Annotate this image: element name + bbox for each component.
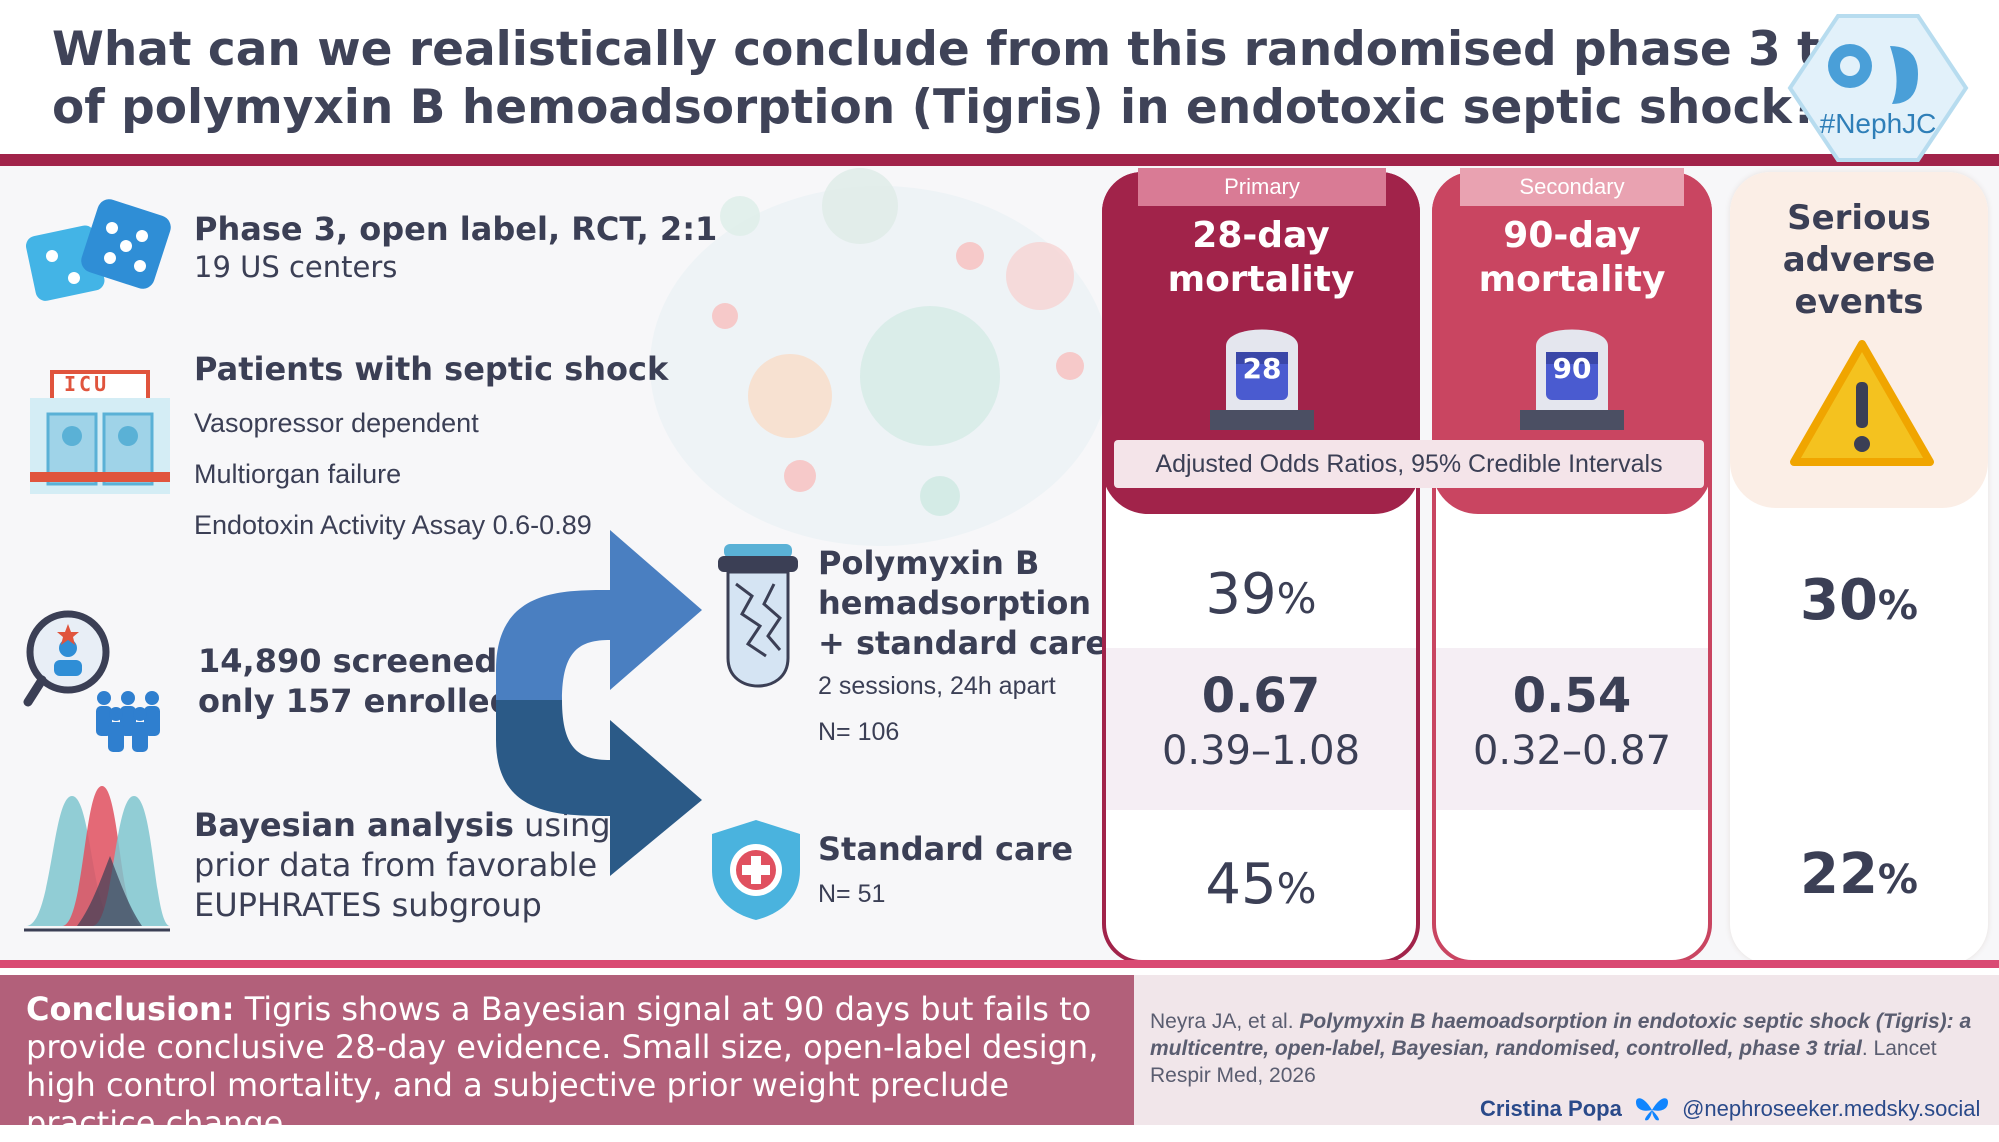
- adverse-title-line3: events: [1794, 282, 1924, 322]
- primary-odds-ratio: 0.67: [1201, 668, 1321, 724]
- header: [0, 0, 1999, 152]
- bayesian-line2: prior data from favorable: [194, 846, 598, 884]
- treatment-name-line3: + standard care: [818, 624, 1108, 662]
- conclusion-box: [0, 975, 1134, 1125]
- primary-control-mortality: 45%: [1102, 852, 1420, 917]
- primary-or-row: [1106, 648, 1416, 810]
- conclusion-text: Conclusion: Tigris shows a Bayesian sign…: [26, 990, 1126, 1142]
- enrollment-line2: only 157 enrolled: [198, 682, 513, 720]
- control-name: Standard care: [818, 830, 1074, 868]
- adverse-control-rate: 22%: [1730, 842, 1988, 907]
- secondary-title-line1: 90-day: [1503, 215, 1641, 256]
- secondary-title-line2: mortality: [1478, 259, 1666, 300]
- logo-text: #NephJC: [1819, 108, 1937, 139]
- randomisation-arrows-icon: [496, 530, 702, 876]
- author-credit: Cristina Popa @nephroseeker.medsky.socia…: [1480, 1094, 1980, 1122]
- page-title-line1: What can we realistically conclude from …: [52, 22, 1907, 77]
- secondary-pill: Secondary: [1460, 168, 1684, 206]
- test-tube-icon: [718, 544, 798, 688]
- primary-treatment-mortality: 39%: [1102, 562, 1420, 627]
- reference-title: Polymyxin B haemoadsorption in endotoxic…: [1150, 1010, 1972, 1060]
- tombstone-calendar-icon: [1520, 329, 1624, 430]
- value: 30: [1799, 568, 1878, 633]
- reference-text: Neyra JA, et al. Polymyxin B haemoadsorp…: [1150, 1008, 1990, 1089]
- conclusion-label: Conclusion:: [26, 990, 235, 1028]
- icu-building-icon: [30, 370, 170, 494]
- secondary-credible-interval: 0.32–0.87: [1472, 728, 1672, 774]
- patients-item: Vasopressor dependent: [194, 408, 479, 438]
- reference-journal: . Lancet Respir Med, 2026: [1150, 1037, 1937, 1087]
- primary-badge: 28: [1242, 352, 1282, 385]
- value: 45: [1205, 852, 1277, 917]
- treatment-n: N= 106: [818, 718, 900, 746]
- author-handle: @nephroseeker.medsky.social: [1682, 1096, 1981, 1121]
- odds-ratio-label: Adjusted Odds Ratios, 95% Credible Inter…: [1114, 440, 1704, 488]
- unit: %: [1276, 574, 1317, 623]
- tombstone-calendar-icon: [1210, 329, 1314, 430]
- unit: %: [1276, 864, 1317, 913]
- adverse-title-line2: adverse: [1782, 240, 1936, 280]
- treatment-detail: 2 sessions, 24h apart: [818, 672, 1056, 700]
- reference-authors: Neyra JA, et al.: [1150, 1010, 1300, 1033]
- secondary-or-row: [1436, 648, 1708, 810]
- secondary-badge: 90: [1552, 352, 1592, 385]
- primary-credible-interval: 0.39–1.08: [1161, 728, 1361, 774]
- screening-search-icon: [23, 610, 160, 752]
- primary-pill: Primary: [1138, 168, 1386, 206]
- adverse-treatment-rate: 30%: [1730, 568, 1988, 633]
- patients-item: Endotoxin Activity Assay 0.6-0.89: [194, 510, 592, 540]
- unit: %: [1877, 583, 1918, 629]
- conclusion-body: Tigris shows a Bayesian signal at 90 day…: [26, 990, 1099, 1142]
- header-divider: [0, 154, 1999, 166]
- primary-title-line2: mortality: [1167, 259, 1355, 300]
- design-sub: 19 US centers: [194, 250, 398, 284]
- value: 39: [1205, 562, 1277, 627]
- page-title-line2: of polymyxin B hemoadsorption (Tigris) i…: [52, 80, 1819, 135]
- bayesian-line3: EUPHRATES subgroup: [194, 886, 542, 924]
- secondary-odds-ratio: 0.54: [1512, 668, 1632, 724]
- treatment-name-line1: Polymyxin B: [818, 544, 1040, 582]
- author-name: Cristina Popa: [1480, 1096, 1622, 1121]
- bottom-divider: [0, 960, 1999, 968]
- warning-icon: [1790, 340, 1934, 466]
- virus-watermark-icon: [650, 168, 1110, 546]
- shield-cross-icon: [712, 820, 800, 920]
- dice-icon: [26, 199, 171, 301]
- enrollment-line1: 14,890 screened,: [198, 642, 510, 680]
- patients-heading: Patients with septic shock: [194, 350, 669, 388]
- unit: %: [1877, 857, 1918, 903]
- patients-item: Multiorgan failure: [194, 459, 402, 489]
- value: 22: [1799, 842, 1878, 907]
- bayesian-bold: Bayesian analysis: [194, 806, 514, 844]
- bayesian-distribution-icon: [24, 786, 170, 932]
- reference-box: [1134, 975, 1999, 1125]
- control-n: N= 51: [818, 880, 886, 908]
- nephjc-logo: #NephJC: [1778, 8, 1978, 168]
- design-heading: Phase 3, open label, RCT, 2:1: [194, 210, 718, 248]
- icu-sign: ICU: [64, 372, 110, 396]
- primary-title-line1: 28-day: [1192, 215, 1330, 256]
- treatment-name-line2: hemadsorption: [818, 584, 1092, 622]
- adverse-title-line1: Serious: [1787, 198, 1931, 238]
- butterfly-icon: [1635, 1098, 1668, 1121]
